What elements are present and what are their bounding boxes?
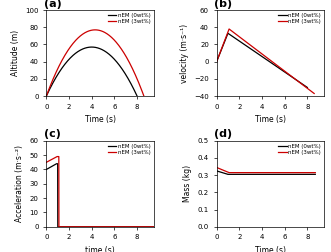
Y-axis label: Acceleration (m·s⁻²): Acceleration (m·s⁻²) [15,145,24,222]
nEM (0wt%) [44,168,48,171]
Line: nEM (0wt%): nEM (0wt%) [46,47,137,96]
nEM (3wt%) [55,155,59,158]
Line: nEM (0wt%): nEM (0wt%) [216,171,315,174]
nEM (3wt%) [104,32,108,35]
nEM (0wt%) [45,94,49,97]
nEM (0wt%) [214,169,218,172]
nEM (3wt%) [142,94,146,98]
Y-axis label: velocity (m·s⁻¹): velocity (m·s⁻¹) [180,23,189,83]
nEM (0wt%) [56,162,60,165]
Y-axis label: Altitude (m): Altitude (m) [11,30,20,76]
X-axis label: Time (s): Time (s) [255,115,286,124]
X-axis label: Time (s): Time (s) [85,115,116,124]
Line: nEM (3wt%): nEM (3wt%) [216,29,314,93]
nEM (3wt%) [57,155,61,158]
nEM (0wt%) [90,46,94,49]
nEM (3wt%) [44,94,48,98]
nEM (3wt%) [227,171,231,174]
nEM (0wt%) [99,47,103,50]
nEM (0wt%) [135,94,139,98]
nEM (0wt%) [306,86,309,89]
nEM (0wt%) [127,78,131,81]
Legend: nEM (0wt%), nEM (3wt%): nEM (0wt%), nEM (3wt%) [108,13,151,25]
nEM (3wt%) [102,31,106,34]
nEM (3wt%) [45,94,49,97]
nEM (0wt%) [44,168,48,171]
nEM (3wt%) [214,60,218,63]
Y-axis label: Mass (kg): Mass (kg) [183,165,192,202]
Line: nEM (3wt%): nEM (3wt%) [46,156,154,227]
nEM (3wt%) [214,166,218,169]
nEM (0wt%) [98,47,102,50]
nEM (0wt%) [100,48,104,51]
nEM (3wt%) [313,171,317,174]
nEM (0wt%) [226,32,230,35]
nEM (3wt%) [127,60,131,63]
nEM (0wt%) [56,225,60,228]
X-axis label: Time (s): Time (s) [255,246,286,252]
Legend: nEM (0wt%), nEM (3wt%): nEM (0wt%), nEM (3wt%) [278,13,322,25]
Line: nEM (0wt%): nEM (0wt%) [46,164,154,227]
nEM (3wt%) [44,161,48,164]
Legend: nEM (0wt%), nEM (3wt%): nEM (0wt%), nEM (3wt%) [108,144,151,155]
nEM (3wt%) [152,225,156,228]
Line: nEM (3wt%): nEM (3wt%) [46,30,144,96]
Text: (b): (b) [214,0,233,9]
nEM (0wt%) [55,162,59,165]
nEM (3wt%) [103,31,107,34]
Text: (c): (c) [44,129,61,139]
nEM (3wt%) [57,225,61,228]
Text: (d): (d) [214,129,233,139]
nEM (3wt%) [133,73,137,76]
nEM (0wt%) [226,173,230,176]
nEM (0wt%) [214,60,218,63]
nEM (0wt%) [313,173,317,176]
Line: nEM (3wt%): nEM (3wt%) [216,168,315,173]
nEM (3wt%) [93,28,97,31]
nEM (0wt%) [121,69,125,72]
X-axis label: time (s): time (s) [85,246,115,252]
Line: nEM (0wt%): nEM (0wt%) [216,33,307,87]
nEM (3wt%) [227,27,231,30]
Legend: nEM (0wt%), nEM (3wt%): nEM (0wt%), nEM (3wt%) [278,144,322,155]
nEM (0wt%) [44,94,48,98]
Text: (a): (a) [44,0,62,9]
nEM (0wt%) [152,225,156,228]
nEM (3wt%) [44,161,48,164]
nEM (3wt%) [312,92,316,95]
